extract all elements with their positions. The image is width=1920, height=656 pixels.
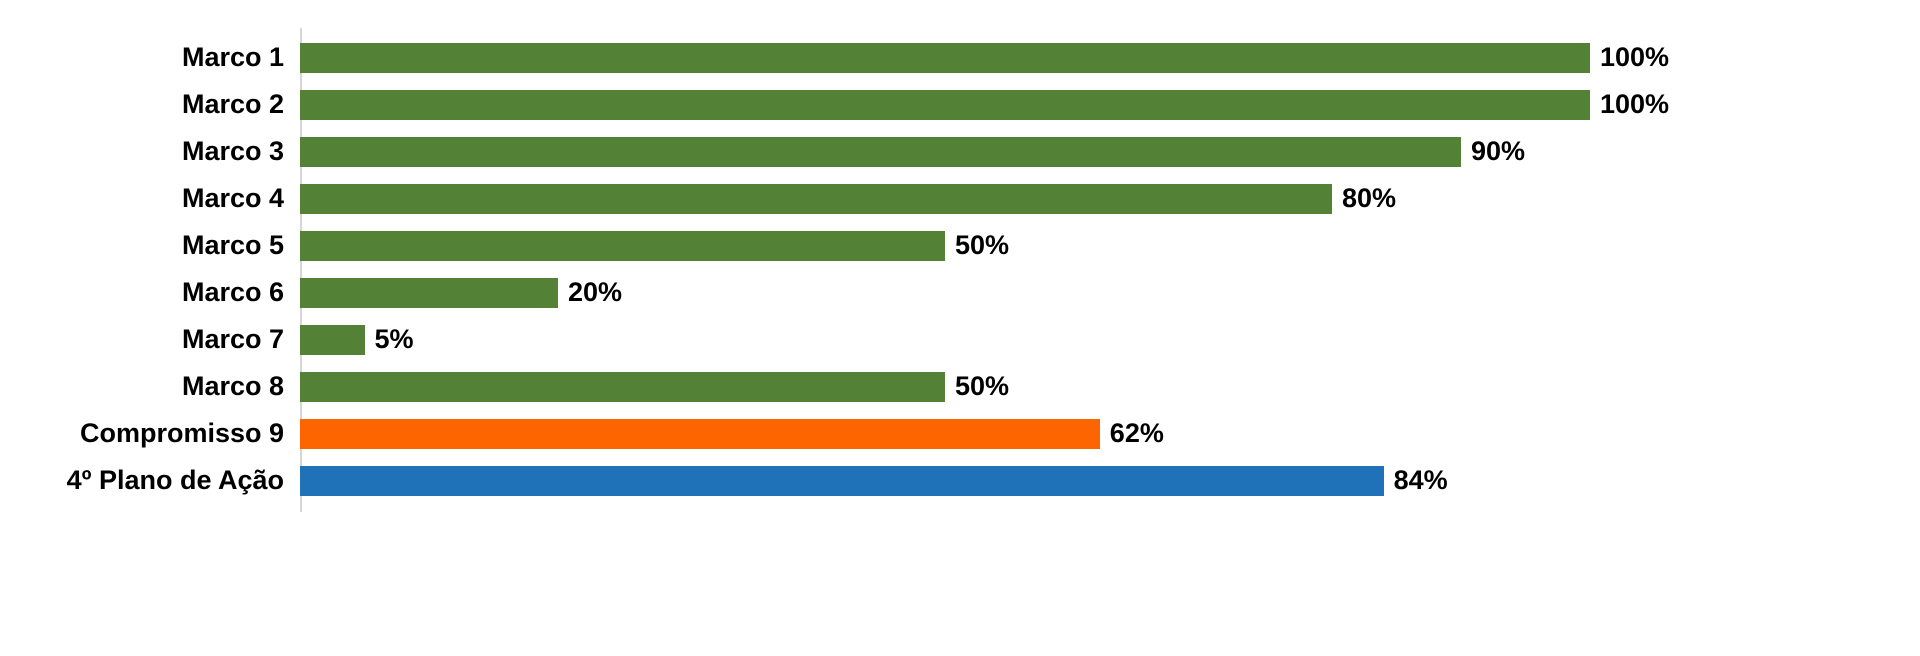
bar-track: 84% [300, 465, 1590, 496]
bar-track: 100% [300, 42, 1669, 73]
bar-track: 80% [300, 183, 1590, 214]
bar [300, 89, 1590, 120]
bar [300, 42, 1590, 73]
category-label: Marco 4 [181, 183, 284, 213]
bar [300, 418, 1100, 449]
value-label: 100% [1600, 42, 1670, 72]
bar [300, 136, 1461, 167]
value-label: 100% [1600, 89, 1670, 119]
chart-row: Marco 5 50% [0, 222, 1920, 269]
bar [300, 371, 945, 402]
value-label: 90% [1471, 136, 1526, 166]
bar-track: 62% [300, 418, 1590, 449]
chart-row: Marco 1 100% [0, 34, 1920, 81]
bar [300, 277, 558, 308]
category-label: 4º Plano de Ação [66, 465, 284, 495]
value-label: 50% [955, 371, 1010, 401]
bar-track: 20% [300, 277, 1590, 308]
value-label: 80% [1342, 183, 1397, 213]
category-label: Marco 6 [181, 277, 284, 307]
chart-row: Marco 2 100% [0, 81, 1920, 128]
category-label: Marco 7 [181, 324, 284, 354]
bar [300, 324, 365, 355]
value-label: 20% [568, 277, 623, 307]
bar-track: 90% [300, 136, 1590, 167]
category-label: Marco 5 [181, 230, 284, 260]
chart-row: Compromisso 9 62% [0, 410, 1920, 457]
category-label: Marco 2 [181, 89, 284, 119]
chart-row: Marco 7 5% [0, 316, 1920, 363]
bar [300, 230, 945, 261]
bar-track: 5% [300, 324, 1590, 355]
bar [300, 183, 1332, 214]
category-label: Compromisso 9 [79, 418, 284, 448]
y-axis-line [300, 28, 302, 512]
value-label: 50% [955, 230, 1010, 260]
value-label: 62% [1109, 418, 1164, 448]
bar-track: 100% [300, 89, 1669, 120]
chart-row: Marco 4 80% [0, 175, 1920, 222]
value-label: 84% [1393, 465, 1448, 495]
chart-row: Marco 8 50% [0, 363, 1920, 410]
bar-track: 50% [300, 230, 1590, 261]
chart-row: 4º Plano de Ação 84% [0, 457, 1920, 504]
chart-row: Marco 3 90% [0, 128, 1920, 175]
value-label: 5% [374, 324, 414, 354]
chart-row: Marco 6 20% [0, 269, 1920, 316]
category-label: Marco 3 [181, 136, 284, 166]
plot-area: Marco 1 100% Marco 2 100% Marco 3 90% Marco 4 8… [0, 34, 1920, 504]
category-label: Marco 1 [181, 42, 284, 72]
bar [300, 465, 1384, 496]
category-label: Marco 8 [181, 371, 284, 401]
bar-track: 50% [300, 371, 1590, 402]
